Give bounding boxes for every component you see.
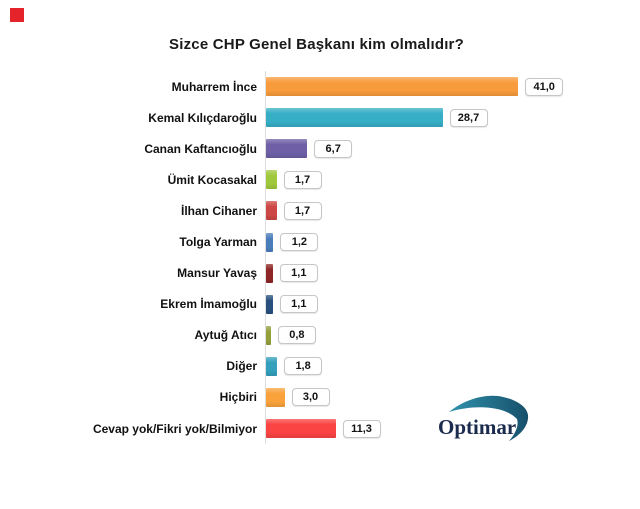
chart-row: Kemal Kılıçdaroğlu 28,7 bbox=[8, 102, 618, 134]
category-label: Kemal Kılıçdaroğlu bbox=[148, 110, 257, 125]
value-label: 3,0 bbox=[291, 388, 330, 407]
red-square-marker bbox=[10, 8, 24, 22]
category-label: Ümit Kocasakal bbox=[167, 172, 257, 187]
bar-area: 28,7 bbox=[265, 102, 618, 134]
category-label: Hiçbiri bbox=[219, 390, 257, 405]
value-label: 1,8 bbox=[284, 357, 323, 376]
chart-title: Sizce CHP Genel Başkanı kim olmalıdır? bbox=[169, 36, 464, 53]
bar-area: 0,8 bbox=[265, 319, 618, 351]
bar bbox=[266, 419, 336, 439]
bar bbox=[266, 170, 277, 190]
category-label: Ekrem İmamoğlu bbox=[160, 297, 257, 312]
chart-row: Hiçbiri 3,0 bbox=[8, 381, 618, 414]
category-label: Cevap yok/Fikri yok/Bilmiyor bbox=[92, 421, 257, 436]
bar bbox=[266, 108, 443, 128]
optimar-logo: Optimar bbox=[437, 392, 533, 444]
bar bbox=[266, 201, 277, 221]
bar-area: 1,8 bbox=[265, 350, 618, 382]
value-label: 1,1 bbox=[279, 264, 318, 283]
bar-area: 1,7 bbox=[265, 164, 618, 196]
value-label: 41,0 bbox=[525, 77, 564, 96]
chart-row: İlhan Cihaner 1,7 bbox=[8, 195, 618, 227]
category-label: Canan Kaftancıoğlu bbox=[144, 141, 257, 156]
chart-row: Diğer 1,8 bbox=[8, 350, 618, 382]
bar-area: 1,1 bbox=[265, 288, 618, 320]
bar-area: 3,0 bbox=[265, 381, 618, 414]
chart-row: Muharrem İnce 41,0 bbox=[8, 71, 618, 103]
value-label: 1,7 bbox=[283, 201, 322, 220]
value-label: 1,7 bbox=[283, 170, 322, 189]
value-label: 11,3 bbox=[342, 419, 381, 438]
bar bbox=[266, 356, 278, 376]
bar bbox=[266, 325, 271, 345]
chart-row: Cevap yok/Fikri yok/Bilmiyor 11,3 bbox=[8, 413, 618, 445]
bar-area: 11,3 bbox=[265, 413, 618, 445]
bar bbox=[266, 263, 273, 283]
chart-row: Ekrem İmamoğlu 1,1 bbox=[8, 288, 618, 320]
chart-row: Tolga Yarman 1,2 bbox=[8, 226, 618, 258]
bar-area: 1,7 bbox=[265, 195, 618, 227]
category-label: Muharrem İnce bbox=[171, 79, 257, 94]
bar bbox=[266, 77, 519, 97]
category-label: İlhan Cihaner bbox=[180, 203, 257, 218]
bar bbox=[266, 294, 273, 314]
value-label: 1,2 bbox=[280, 233, 319, 252]
chart-row: Aytuğ Atıcı 0,8 bbox=[8, 319, 618, 351]
bar bbox=[266, 387, 285, 407]
bar bbox=[266, 139, 308, 159]
bar-area: 1,2 bbox=[265, 226, 618, 258]
bar bbox=[266, 232, 274, 252]
bar-area: 6,7 bbox=[265, 133, 618, 165]
value-label: 28,7 bbox=[449, 108, 488, 127]
value-label: 0,8 bbox=[277, 326, 316, 345]
bar-chart: Muharrem İnce 41,0 Kemal Kılıçdaroğlu 28… bbox=[8, 71, 618, 445]
category-label: Diğer bbox=[226, 359, 257, 374]
value-label: 6,7 bbox=[314, 139, 353, 158]
swoosh-icon bbox=[449, 395, 529, 441]
bar-area: 1,1 bbox=[265, 257, 618, 289]
logo-text: Optimar bbox=[438, 415, 516, 439]
chart-row: Ümit Kocasakal 1,7 bbox=[8, 164, 618, 196]
category-label: Aytuğ Atıcı bbox=[194, 328, 257, 343]
bar-area: 41,0 bbox=[265, 71, 618, 103]
value-label: 1,1 bbox=[279, 295, 318, 314]
category-label: Mansur Yavaş bbox=[177, 266, 257, 281]
chart-row: Mansur Yavaş 1,1 bbox=[8, 257, 618, 289]
chart-row: Canan Kaftancıoğlu 6,7 bbox=[8, 133, 618, 165]
category-label: Tolga Yarman bbox=[179, 235, 257, 250]
